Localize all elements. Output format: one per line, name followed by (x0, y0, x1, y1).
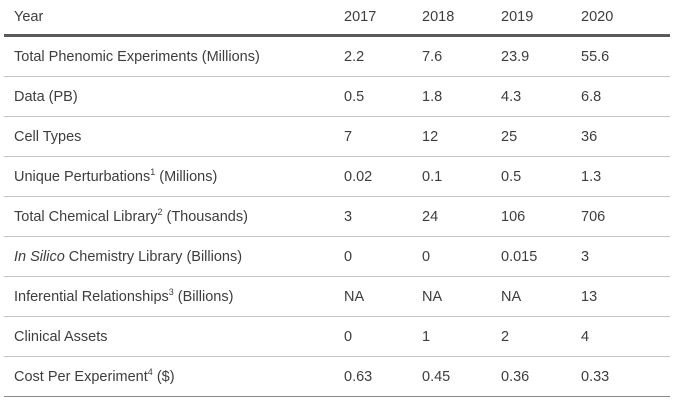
table-row: Inferential Relationships3 (Billions) NA… (4, 276, 670, 317)
table-cell: 2 (501, 316, 581, 357)
table-cell: NA (422, 276, 501, 317)
table-cell: 36 (581, 116, 670, 157)
table-cell: 1.3 (581, 156, 670, 197)
metrics-table: Year 2017 2018 2019 2020 Total Phenomic … (4, 0, 670, 397)
row-label-main: Unique Perturbations (14, 168, 151, 185)
row-label: Total Chemical Library2 (Thousands) (4, 196, 344, 237)
row-label-main: Total Chemical Library (14, 208, 158, 225)
row-label-tail: ($) (152, 368, 175, 385)
footnote-marker: 3 (168, 286, 174, 297)
table-cell: 7.6 (422, 35, 501, 77)
row-label: Inferential Relationships3 (Billions) (4, 276, 344, 317)
table-cell: 7 (344, 116, 422, 157)
table-cell: 1.8 (422, 76, 501, 117)
row-label: Unique Perturbations1 (Millions) (4, 156, 344, 197)
row-label-main: Inferential Relationships (14, 288, 169, 305)
table-cell: 0.5 (501, 156, 581, 197)
table-cell: 23.9 (501, 35, 581, 77)
row-label-tail: (Thousands) (162, 208, 248, 225)
table-cell: 1 (422, 316, 501, 357)
footnote-marker: 4 (147, 366, 153, 377)
row-label: Total Phenomic Experiments (Millions) (4, 35, 344, 77)
table-cell: 6.8 (581, 76, 670, 117)
table-cell: 55.6 (581, 35, 670, 77)
table-cell: 0.1 (422, 156, 501, 197)
table-cell: 4.3 (501, 76, 581, 117)
row-label: Cell Types (4, 116, 344, 157)
table-cell: 3 (344, 196, 422, 237)
header-year-2017: 2017 (344, 0, 422, 37)
table-header: Year 2017 2018 2019 2020 (4, 0, 670, 37)
row-label-tail: (Billions) (173, 288, 234, 305)
table-cell: 12 (422, 116, 501, 157)
table-cell: 0.015 (501, 236, 581, 277)
table-cell: 25 (501, 116, 581, 157)
table-row: Total Chemical Library2 (Thousands) 3 24… (4, 196, 670, 237)
table-cell: 0.45 (422, 356, 501, 397)
table-cell: NA (344, 276, 422, 317)
row-label-main: Cost Per Experiment (14, 368, 148, 385)
row-label-tail: Chemistry Library (Billions) (64, 248, 243, 265)
table-row: Total Phenomic Experiments (Millions) 2.… (4, 35, 670, 77)
row-label: Clinical Assets (4, 316, 344, 357)
table-cell: 0.33 (581, 356, 670, 397)
table-cell: 0 (422, 236, 501, 277)
table-cell: 0.5 (344, 76, 422, 117)
table-row: Cost Per Experiment4 ($) 0.63 0.45 0.36 … (4, 356, 670, 397)
row-label-tail: (Millions) (155, 168, 218, 185)
header-year-label: Year (4, 0, 344, 37)
table-row: Data (PB) 0.5 1.8 4.3 6.8 (4, 76, 670, 117)
header-year-2020: 2020 (581, 0, 670, 37)
footnote-marker: 1 (150, 166, 156, 177)
table-cell: NA (501, 276, 581, 317)
table-cell: 0.36 (501, 356, 581, 397)
header-row: Year 2017 2018 2019 2020 (4, 0, 670, 37)
row-label: In Silico Chemistry Library (Billions) (4, 236, 344, 277)
table-row: Unique Perturbations1 (Millions) 0.02 0.… (4, 156, 670, 197)
table-cell: 0 (344, 316, 422, 357)
table-row: Clinical Assets 0 1 2 4 (4, 316, 670, 357)
header-year-2018: 2018 (422, 0, 501, 37)
table-body: Total Phenomic Experiments (Millions) 2.… (4, 35, 670, 397)
table-cell: 2.2 (344, 35, 422, 77)
table-cell: 0 (344, 236, 422, 277)
table-cell: 3 (581, 236, 670, 277)
row-label: Cost Per Experiment4 ($) (4, 356, 344, 397)
header-year-2019: 2019 (501, 0, 581, 37)
table-cell: 0.63 (344, 356, 422, 397)
table-cell: 706 (581, 196, 670, 237)
row-label: Data (PB) (4, 76, 344, 117)
table-row: In Silico Chemistry Library (Billions) 0… (4, 236, 670, 277)
table-cell: 106 (501, 196, 581, 237)
table-cell: 13 (581, 276, 670, 317)
table-row: Cell Types 7 12 25 36 (4, 116, 670, 157)
table-cell: 24 (422, 196, 501, 237)
footnote-marker: 2 (157, 206, 163, 217)
table-cell: 0.02 (344, 156, 422, 197)
row-label-italic: In Silico (14, 248, 65, 265)
table-cell: 4 (581, 316, 670, 357)
